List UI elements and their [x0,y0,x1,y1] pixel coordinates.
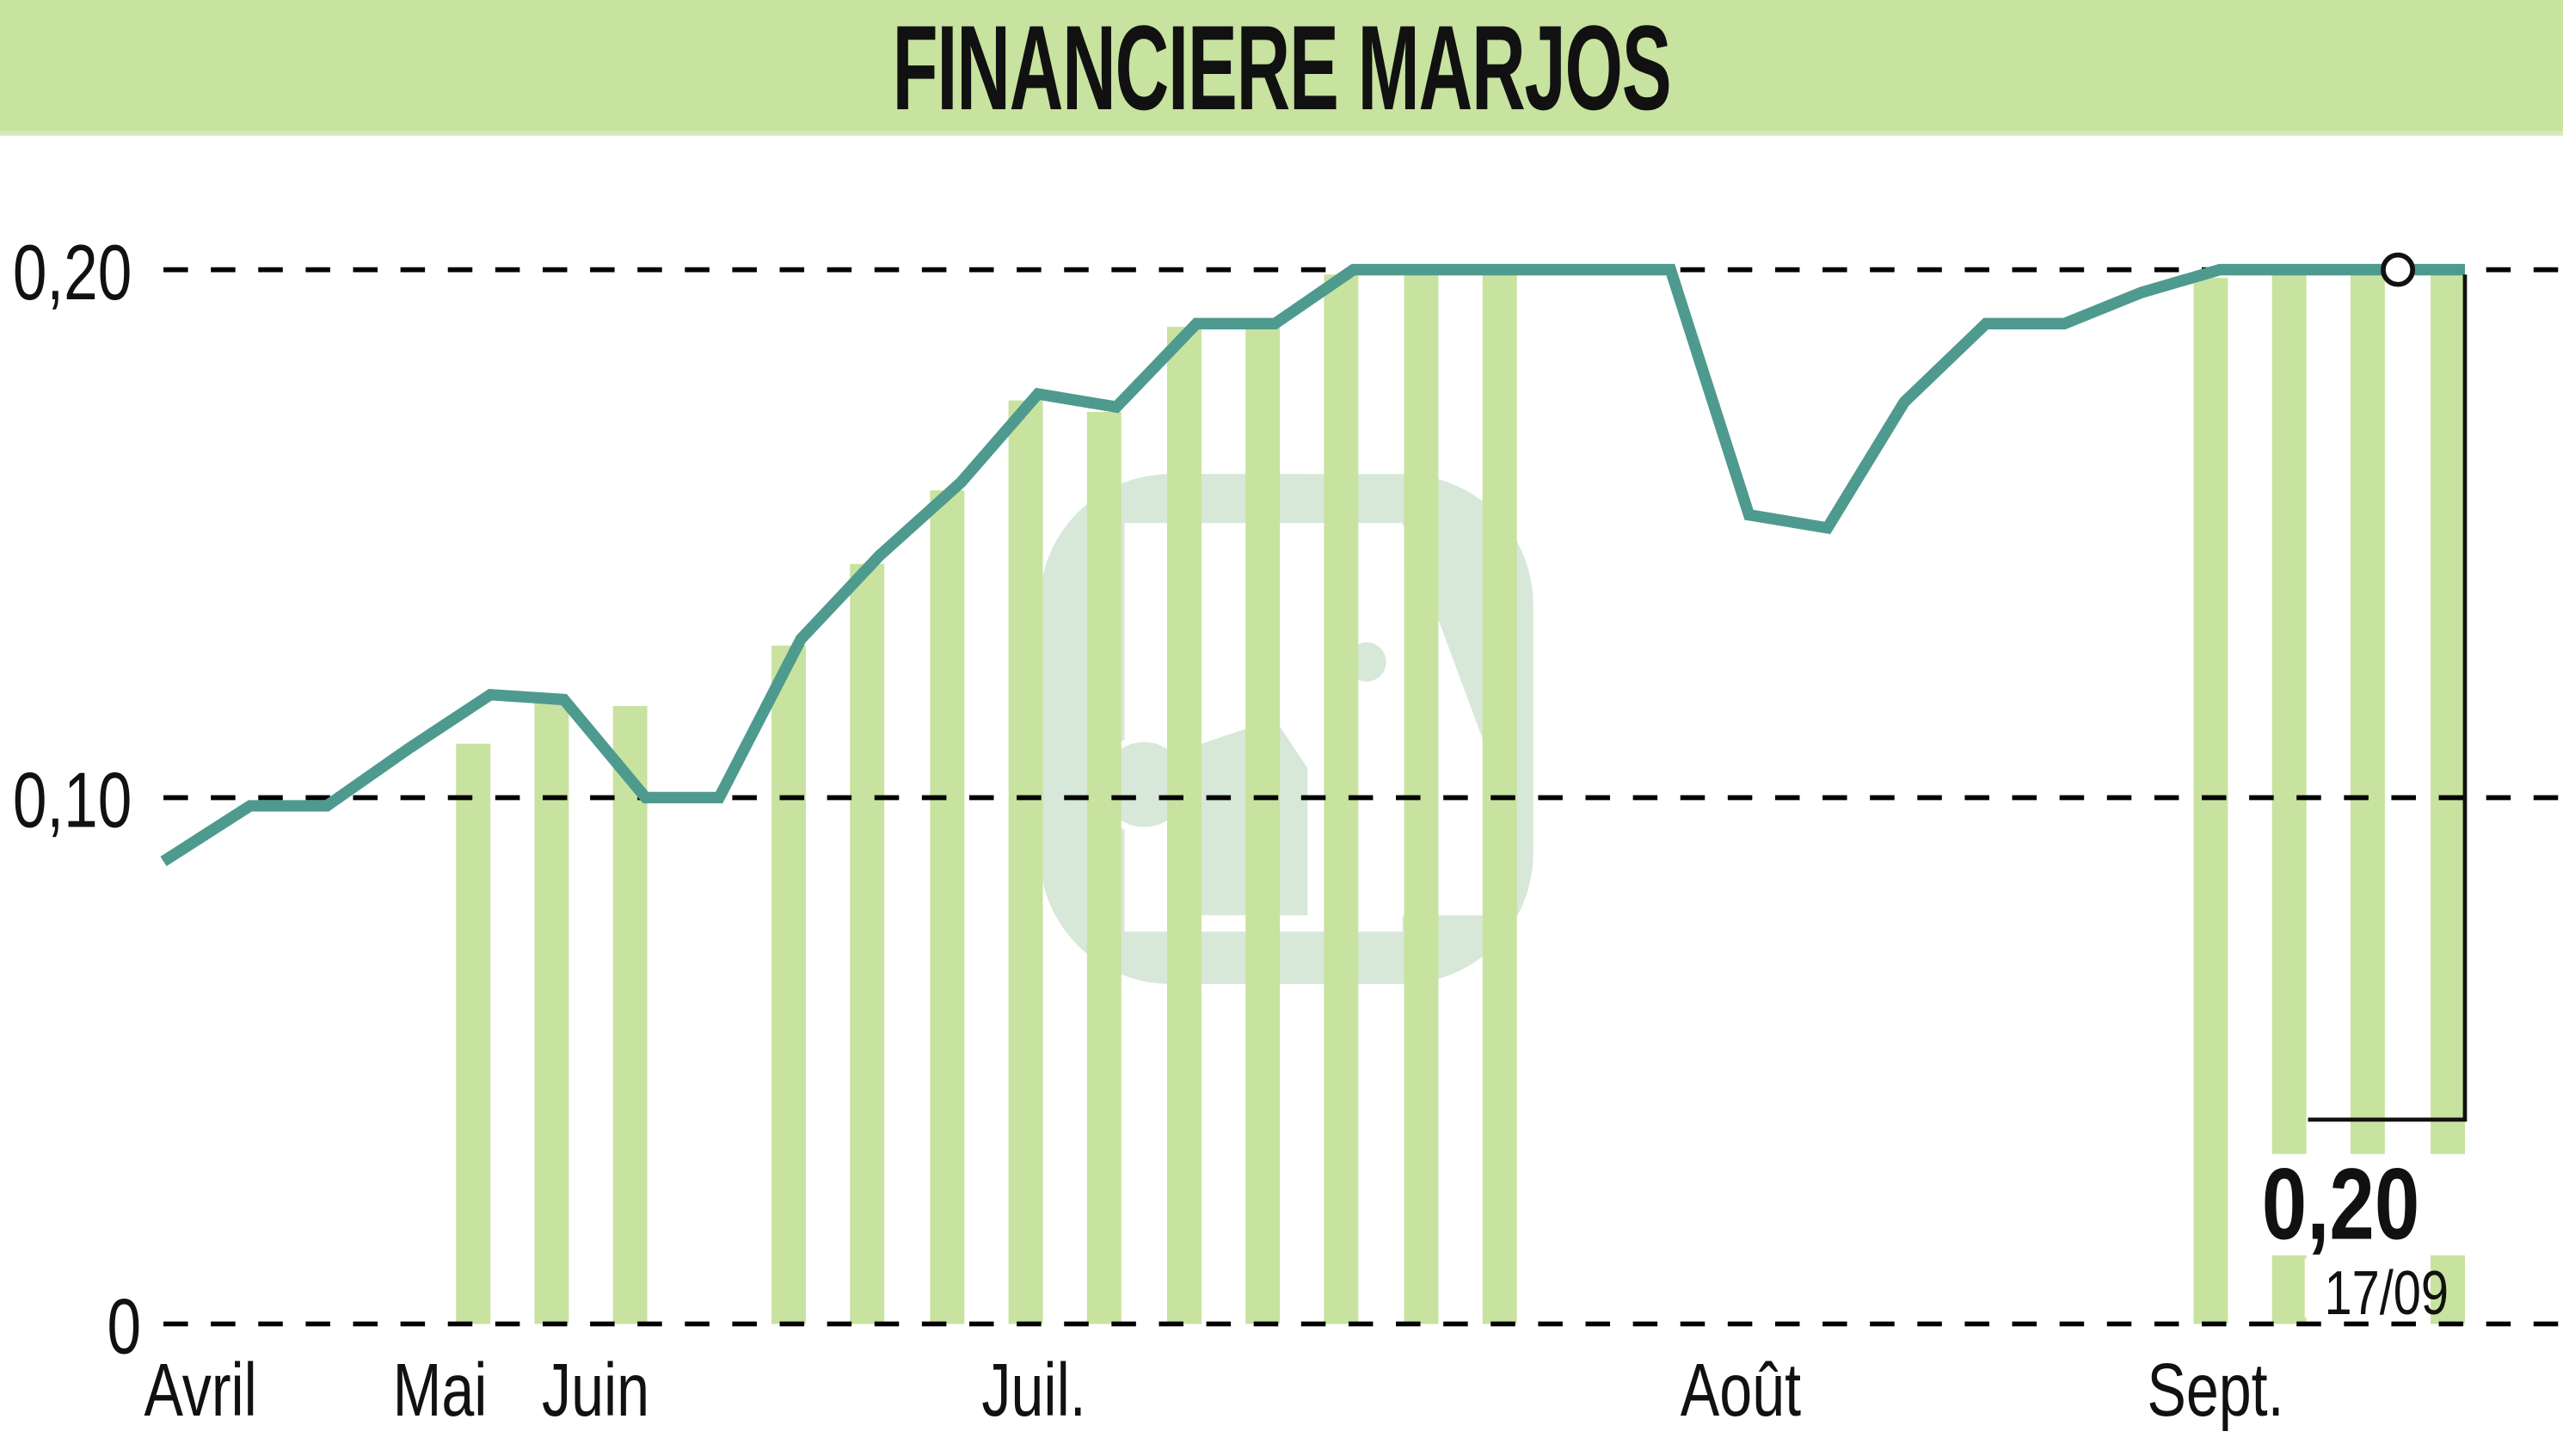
date-label-bg [2304,1258,2430,1318]
x-tick-label-avril: Avril [144,1348,257,1432]
last-value-bracket [2308,274,2468,1122]
y-tick-label: 0,20 [13,229,132,316]
price-line [160,263,2465,867]
y-tick-label: 0 [108,1283,142,1370]
y-tick-label: 0,10 [13,757,132,844]
volume-bars [456,274,2465,1324]
chart-header: FINANCIERE MARJOS [0,0,2563,135]
x-tick-label-mai: Mai [393,1348,488,1432]
header-divider [0,131,2563,136]
x-tick-label-juin: Juin [542,1348,649,1432]
x-tick-label-juil: Juil. [981,1348,1085,1432]
last-price-label: 0,20 [2262,1146,2419,1261]
last-point-marker-icon [2381,252,2416,287]
chart-title: FINANCIERE MARJOS [892,0,1672,135]
x-tick-label-aout: Août [1681,1348,1801,1432]
last-date-label: 17/09 [2324,1258,2449,1328]
x-tick-label-sept: Sept. [2147,1348,2283,1432]
